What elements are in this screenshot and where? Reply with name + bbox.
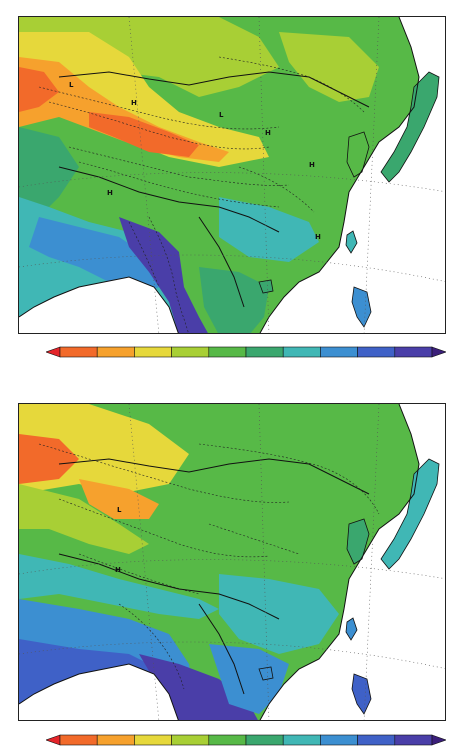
top-colorbar-segment [357,346,396,358]
top-yellow-band [19,32,269,167]
top-teal-se [199,267,269,333]
bottom-colorbar-min-arrow [46,734,61,746]
bottom-colorbar [46,734,446,746]
bottom-colorbar-segment [134,734,172,746]
top-colorbar-segment [171,346,210,358]
top-colorbar-segment [282,346,321,358]
top-philippines [351,286,372,328]
bottom-orange-tarim [79,479,159,519]
top-colorbar-segments [46,346,446,358]
bottom-hainan [258,666,274,681]
bottom-red-nw [19,434,79,484]
top-coastline [259,17,420,333]
top-contours [38,56,365,333]
top-purple-bay [119,217,209,333]
top-colorbar-segment [320,346,358,358]
top-border-mongolia [58,71,370,108]
bottom-colorbar-segment [245,734,284,746]
top-colorbar-min-arrow [46,346,61,358]
top-cyan-china [219,197,319,262]
bottom-border-mongolia [58,458,370,495]
bottom-colorbar-segment [394,734,433,746]
bottom-coastline [259,404,420,720]
bottom-colorbar-segment [320,734,358,746]
top-red-west [19,67,59,112]
bottom-colorbar-segments [46,734,446,746]
top-colorbar-segment [394,346,433,358]
top-marker-7: H [315,233,321,241]
bottom-map-panel: L H [18,403,446,721]
bottom-colorbar-segment [282,734,321,746]
top-graticule [19,17,445,333]
bottom-marker-1: L [117,506,122,514]
top-map-panel: L H H H L H H [18,16,446,334]
bottom-philippines [351,673,372,715]
top-marker-6: H [107,189,113,197]
bottom-marker-2: H [115,566,121,574]
top-marker-1: L [69,81,74,89]
top-marker-4: H [309,161,315,169]
bottom-colorbar-segment [96,734,135,746]
bottom-map-svg: L H [19,404,445,720]
top-colorbar-segment [245,346,284,358]
top-coastline-south [19,276,179,333]
top-marker-3: H [265,129,271,137]
top-colorbar-segment [96,346,135,358]
bottom-graticule [19,404,445,720]
bottom-lime-west [19,484,149,554]
top-colorbar [46,346,446,358]
top-japan [380,71,440,183]
bottom-blue-se [209,644,289,714]
top-taiwan [345,230,358,254]
bottom-contours [38,443,380,690]
bottom-colorbar-max-arrow [431,734,446,746]
top-manchuria [279,32,379,102]
bottom-coastline-south [19,663,179,720]
top-land-fill [19,17,419,333]
bottom-colorbar-segment [357,734,396,746]
bottom-border-indochina [198,603,245,695]
bottom-colorbar-segment [171,734,210,746]
top-map-svg: L H H H L H H [19,17,445,333]
bottom-cyan-band [19,554,219,619]
bottom-colorbar-segment [208,734,247,746]
bottom-korea [346,518,370,565]
top-colorbar-max-arrow [431,346,446,358]
top-colorbar-segment [59,346,98,358]
bottom-japan [380,458,440,570]
top-border-indochina [198,216,245,308]
top-red-tibet [89,112,199,157]
top-marker-5: L [219,111,224,119]
top-korea [346,131,370,178]
bottom-cyan-china [219,574,339,654]
top-colorbar-segment [134,346,172,358]
bottom-colorbar-segment [59,734,98,746]
top-hainan [258,279,274,294]
bottom-taiwan [345,617,358,641]
top-colorbar-segment [208,346,247,358]
top-marker-2: H [131,99,137,107]
